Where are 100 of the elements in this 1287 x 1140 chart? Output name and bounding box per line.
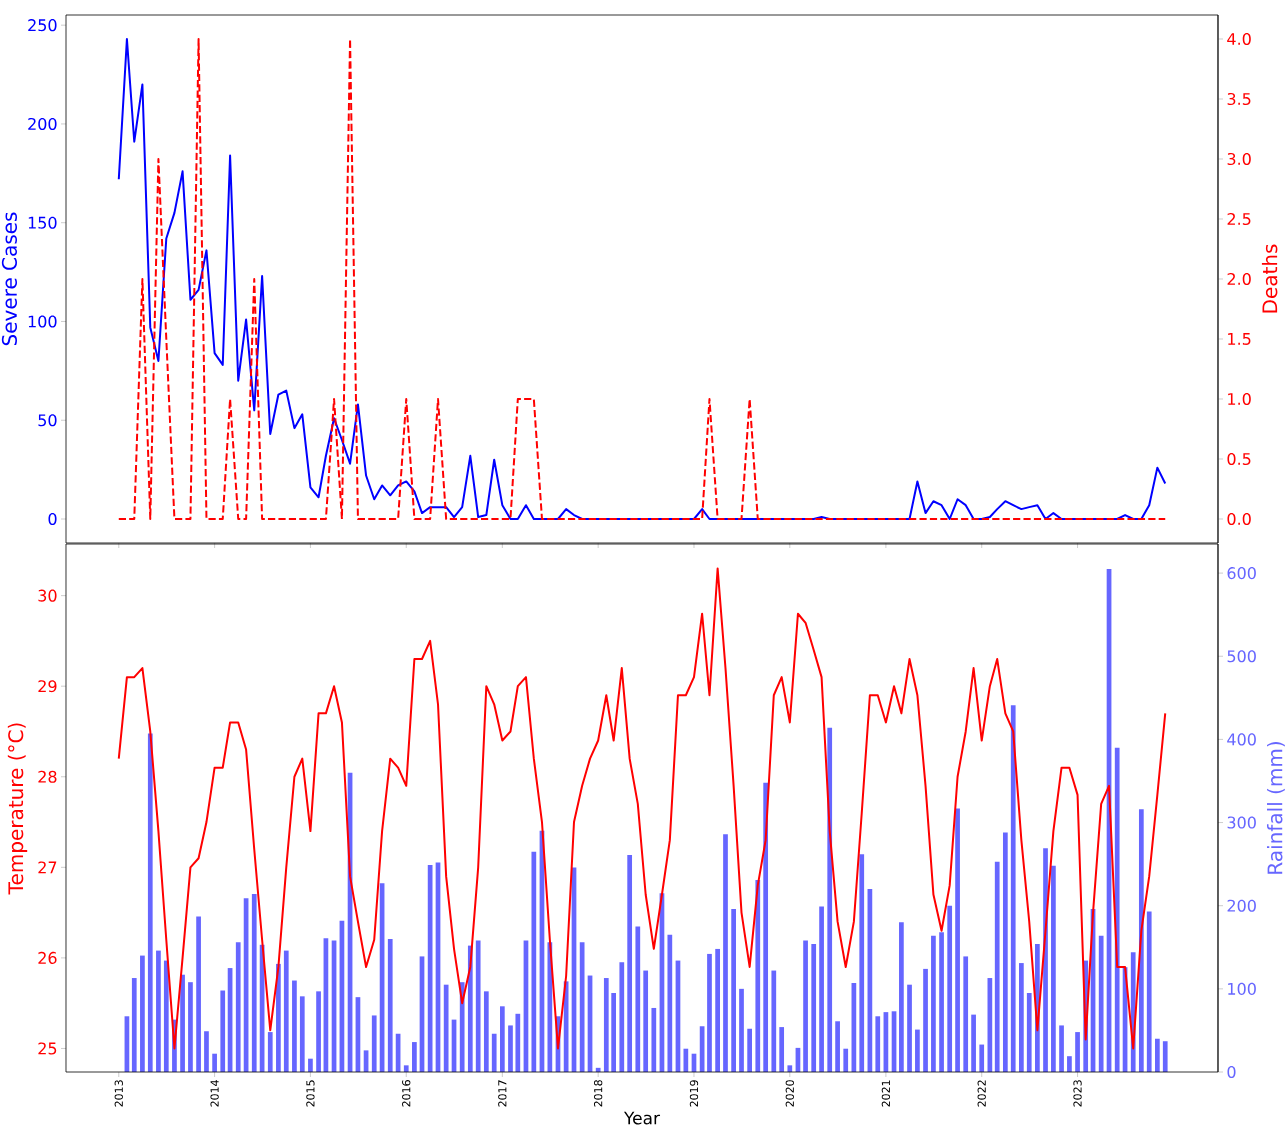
y2-tick-label: 200 bbox=[1227, 899, 1256, 912]
y2-tick-label: 1.0 bbox=[1228, 392, 1251, 406]
x-tick-label: 2021 bbox=[881, 1080, 891, 1107]
bar bbox=[292, 980, 297, 1072]
bar bbox=[483, 991, 489, 1072]
y-tick-label: 25 bbox=[38, 1042, 57, 1055]
bar bbox=[907, 984, 912, 1072]
x-tick-label: 2019 bbox=[689, 1080, 699, 1107]
y-tick-label: 200 bbox=[28, 117, 57, 130]
bar bbox=[140, 955, 145, 1072]
bar bbox=[875, 1016, 881, 1072]
bar bbox=[1138, 809, 1144, 1072]
bar bbox=[1114, 747, 1120, 1072]
bar bbox=[212, 1053, 217, 1072]
bar bbox=[475, 940, 481, 1072]
y-tick-label: 250 bbox=[28, 19, 57, 32]
bar bbox=[643, 970, 649, 1072]
bar bbox=[371, 1015, 377, 1072]
y2-tick-label: 2.0 bbox=[1227, 272, 1251, 286]
bar bbox=[603, 978, 609, 1072]
y-tick-label: 30 bbox=[38, 589, 57, 602]
x-tick-label: 2013 bbox=[114, 1080, 123, 1107]
bar bbox=[1098, 935, 1104, 1072]
y-tick-label: 28 bbox=[38, 770, 57, 783]
bar bbox=[627, 854, 633, 1072]
y2-tick-label: 0.0 bbox=[1227, 512, 1251, 526]
bar bbox=[915, 1029, 920, 1072]
bar bbox=[276, 963, 281, 1072]
bar bbox=[955, 808, 960, 1072]
y2-tick-label: 100 bbox=[1228, 982, 1256, 995]
bar bbox=[412, 1042, 417, 1072]
bar bbox=[619, 962, 625, 1072]
bar bbox=[220, 990, 226, 1072]
bar bbox=[947, 905, 953, 1072]
bar bbox=[811, 943, 817, 1072]
y-tick-label: 50 bbox=[38, 414, 57, 427]
y-axis-title: Severe Cases bbox=[1, 212, 17, 346]
bar bbox=[683, 1048, 689, 1072]
bar bbox=[1146, 911, 1152, 1072]
bar bbox=[531, 851, 537, 1072]
bar bbox=[163, 960, 169, 1072]
bar bbox=[147, 733, 153, 1072]
bar bbox=[963, 956, 969, 1072]
bar bbox=[787, 1065, 793, 1072]
bar bbox=[308, 1058, 313, 1072]
bar bbox=[467, 945, 473, 1072]
bar bbox=[1162, 1041, 1168, 1072]
bar bbox=[755, 879, 761, 1072]
bar bbox=[499, 1006, 505, 1072]
bar bbox=[667, 934, 673, 1072]
x-tick-label: 2017 bbox=[498, 1080, 507, 1107]
bar bbox=[443, 984, 449, 1072]
bar bbox=[763, 782, 769, 1072]
bar bbox=[204, 1031, 209, 1072]
bar bbox=[188, 982, 193, 1072]
bar bbox=[899, 922, 904, 1072]
y-tick-label: 27 bbox=[38, 861, 57, 874]
bar bbox=[971, 1014, 976, 1072]
bar bbox=[1154, 1038, 1160, 1072]
bar bbox=[547, 942, 553, 1072]
bar bbox=[731, 909, 736, 1072]
bar bbox=[235, 942, 241, 1072]
bar bbox=[267, 1032, 273, 1072]
bar bbox=[994, 861, 1000, 1072]
bar bbox=[387, 938, 393, 1072]
bar bbox=[611, 993, 617, 1072]
bar bbox=[515, 1013, 521, 1072]
y2-tick-label: 0.5 bbox=[1227, 452, 1251, 466]
bar bbox=[771, 970, 777, 1072]
bar bbox=[1010, 705, 1016, 1072]
bar bbox=[931, 935, 936, 1072]
y2-axis-title: Rainfall (mm) bbox=[1266, 742, 1285, 874]
y2-tick-label: 500 bbox=[1227, 650, 1256, 663]
x-tick-label: 2014 bbox=[210, 1080, 219, 1107]
bar bbox=[651, 1007, 657, 1072]
bar bbox=[299, 996, 305, 1072]
bar bbox=[579, 942, 585, 1072]
bar bbox=[156, 950, 161, 1072]
bar bbox=[1026, 993, 1032, 1072]
bar bbox=[403, 1065, 409, 1072]
y2-tick-label: 300 bbox=[1227, 816, 1256, 829]
bar bbox=[1051, 865, 1056, 1072]
y2-tick-label: 3.5 bbox=[1227, 92, 1251, 106]
y2-tick-label: 3.0 bbox=[1227, 152, 1251, 166]
bar bbox=[1002, 832, 1008, 1072]
bar bbox=[843, 1048, 849, 1072]
bar bbox=[131, 978, 137, 1072]
y2-tick-label: 2.5 bbox=[1227, 212, 1251, 226]
x-tick-label: 2022 bbox=[977, 1080, 986, 1107]
y-axis-title: Temperature (°C) bbox=[7, 723, 28, 895]
y2-tick-label: 1.5 bbox=[1228, 333, 1251, 345]
bar bbox=[715, 948, 720, 1072]
bar bbox=[923, 968, 928, 1072]
y-tick-label: 0 bbox=[48, 512, 57, 526]
bar bbox=[739, 988, 744, 1072]
x-tick-label: 2023 bbox=[1073, 1080, 1082, 1107]
bar bbox=[939, 932, 944, 1072]
y2-axis-title: Deaths bbox=[1261, 244, 1278, 313]
y-tick-label: 26 bbox=[38, 951, 57, 964]
bar bbox=[508, 1025, 513, 1072]
